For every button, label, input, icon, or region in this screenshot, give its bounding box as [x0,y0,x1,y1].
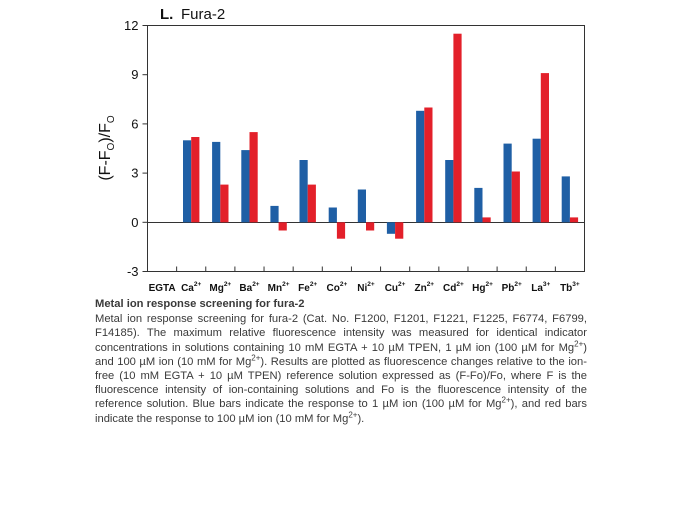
red-bar-pb [511,171,520,223]
y-axis-label: (F-FO)/FO [97,115,117,181]
red-bar-cu [395,222,404,239]
blue-bar-co [328,207,337,223]
x-tick-label-cd: Cd2+ [443,281,464,294]
y-axis: -3 0 3 6 9 12 [124,18,148,279]
caption-superscript: 2+ [501,395,511,405]
red-bar-ni [366,222,375,231]
blue-bar-fe [299,160,308,223]
y-tick-label: 9 [131,67,138,82]
x-tick-label-egta: EGTA [149,283,176,294]
blue-bar-cu [386,222,396,234]
blue-bar-ca [183,140,192,223]
blue-bar-pb [503,143,512,223]
plot-frame [147,25,585,272]
blue-bar-ni [357,189,366,223]
blue-bar-ba [241,150,250,223]
red-bar-ca [191,137,200,223]
blue-bar-cd [445,160,454,223]
red-bar-tb [569,217,579,223]
blue-bar-la [532,138,541,223]
x-tick-label-ni: Ni2+ [357,281,375,294]
caption-body: Metal ion response screening for fura-2 … [95,313,587,425]
caption-title: Metal ion response screening for fura-2 [95,298,305,310]
x-tick-label-fe: Fe2+ [298,281,317,294]
x-tick-label-ba: Ba2+ [239,281,259,294]
x-tick-label-mg: Mg2+ [209,281,231,294]
x-tick-label-la: La3+ [531,281,550,294]
red-bar-la [540,73,549,223]
chart: L. Fura-2 -3 0 3 6 9 12 EGTA Ca2+ Mg2+ Ba2+ Mn2+ F… [97,6,585,294]
red-bar-co [336,222,346,239]
blue-bar-hg [474,187,483,223]
figure-caption: Metal ion response screening for fura-2 … [95,297,587,426]
red-bar-mg [220,184,229,223]
y-tick-label: 3 [131,166,138,181]
red-bar-zn [424,107,433,223]
caption-superscript: 2+ [574,338,584,348]
y-tick-label: 0 [131,215,138,230]
x-tick-label-tb: Tb3+ [560,281,580,294]
x-tick-label-ca: Ca2+ [181,281,201,294]
red-bar-ba [249,132,258,223]
bars [183,33,579,239]
y-tick-label: 6 [131,116,138,131]
chart-title-prefix: L. [160,6,173,23]
red-bar-cd [453,33,462,223]
caption-superscript: 2+ [251,353,261,363]
caption-superscript: 2+ [348,409,358,419]
x-tick-label-cu: Cu2+ [385,281,406,294]
x-tick-label-hg: Hg2+ [472,281,493,294]
x-tick-label-pb: Pb2+ [502,281,522,294]
blue-bar-zn [416,110,425,223]
chart-title: Fura-2 [181,6,225,23]
x-tick-label-zn: Zn2+ [414,281,434,294]
y-tick-label: -3 [127,264,139,279]
blue-bar-mg [212,141,221,223]
x-axis: EGTA Ca2+ Mg2+ Ba2+ Mn2+ Fe2+ Co2+ Ni2+ Cu2+ Zn2+… [149,266,580,294]
x-tick-label-co: Co2+ [327,281,348,294]
red-bar-fe [307,184,316,223]
red-bar-mn [278,222,287,231]
y-tick-label: 12 [124,18,138,33]
red-bar-hg [482,217,491,223]
blue-bar-tb [561,176,570,223]
blue-bar-mn [270,205,279,223]
x-tick-label-mn: Mn2+ [268,281,290,294]
